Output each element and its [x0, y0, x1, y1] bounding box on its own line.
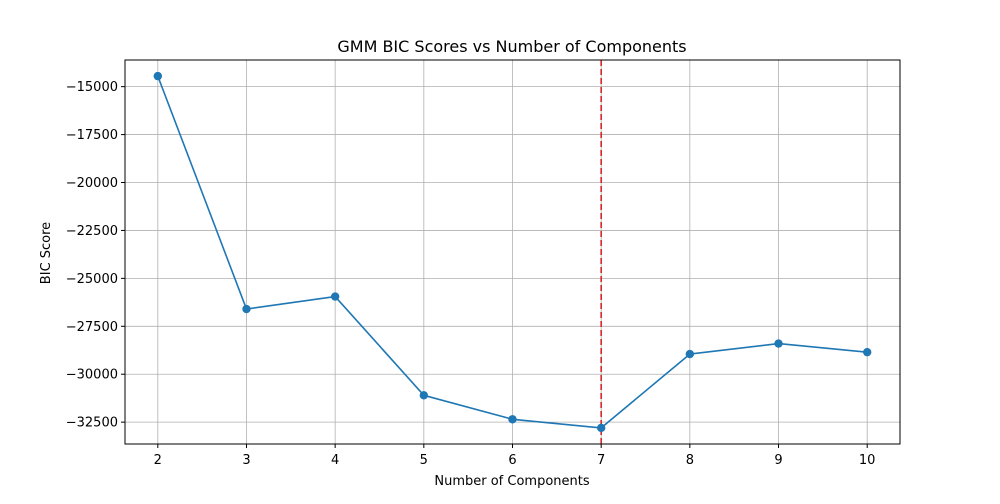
x-tick-label: 8 — [686, 453, 694, 468]
data-point — [419, 391, 429, 400]
x-tick-label: 10 — [859, 453, 876, 468]
series-layer — [153, 71, 872, 433]
data-point — [862, 347, 872, 357]
grid-layer — [125, 60, 900, 444]
y-tick-label: −32500 — [66, 416, 118, 431]
y-tick-label: −27500 — [66, 320, 118, 335]
x-tick-label: 3 — [242, 453, 250, 468]
data-point — [596, 423, 606, 433]
ticks-layer: 2 3 4 5 6 7 8 9 10 −15000 −17500 −20000 −22500 −25000… — [66, 80, 876, 468]
x-tick-label: 4 — [331, 453, 339, 468]
chart-title: GMM BIC Scores vs Number of Components — [337, 37, 686, 56]
y-tick-label: −25000 — [66, 272, 118, 287]
x-tick-label: 2 — [154, 453, 162, 468]
x-tick-label: 5 — [420, 453, 428, 468]
x-tick-label: 7 — [597, 453, 605, 468]
x-axis-label: Number of Components — [434, 474, 589, 489]
data-point — [774, 339, 783, 348]
x-tick-label: 6 — [508, 453, 516, 468]
y-axis-label: BIC Score — [39, 222, 54, 284]
y-tick-label: −30000 — [66, 368, 118, 383]
data-point — [242, 304, 251, 314]
x-tick-label: 9 — [774, 453, 782, 468]
data-point — [153, 71, 163, 81]
data-point — [330, 292, 340, 301]
y-tick-label: −22500 — [66, 224, 118, 239]
y-tick-label: −17500 — [66, 128, 118, 143]
data-point — [685, 349, 695, 359]
y-tick-label: −20000 — [66, 176, 118, 191]
y-tick-label: −15000 — [66, 80, 118, 95]
data-point — [508, 415, 517, 424]
